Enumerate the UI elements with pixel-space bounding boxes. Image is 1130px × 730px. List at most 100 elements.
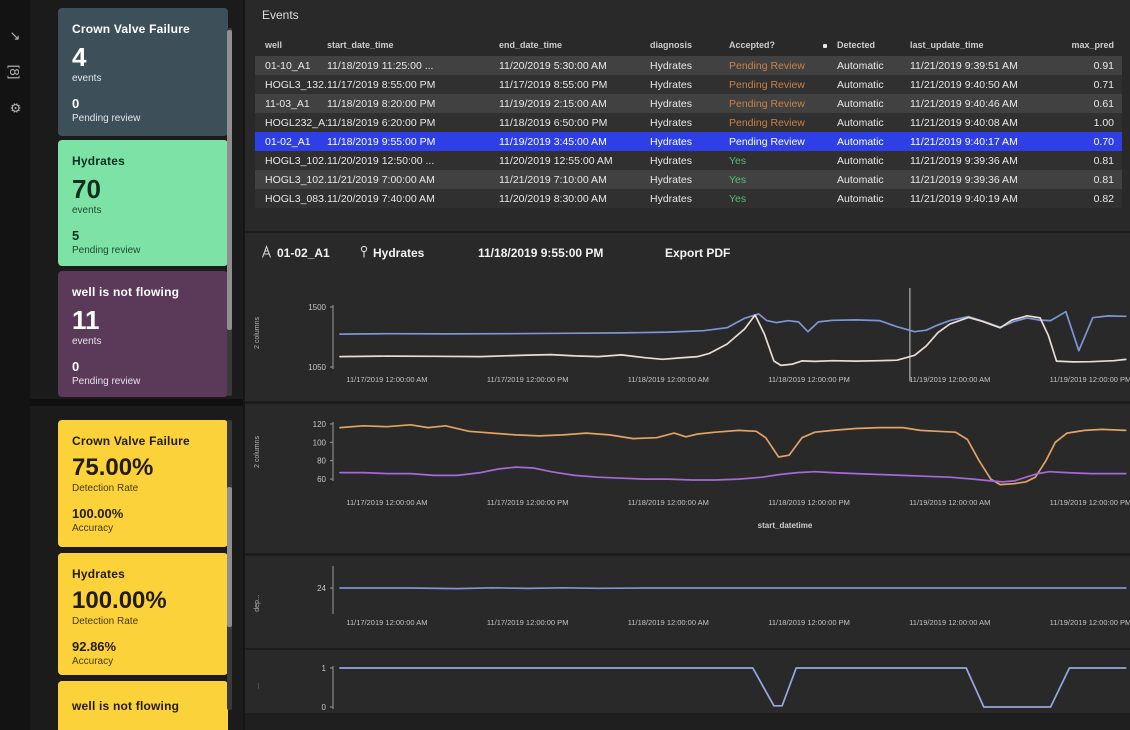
card-title: Hydrates xyxy=(72,567,216,581)
x-tick-label: 11/19/2019 12:00:00 PM xyxy=(1050,375,1130,384)
y-tick-label: 100 xyxy=(313,438,327,447)
chart-pressure-lines[interactable]: 1500105011/17/2019 12:00:00 AM11/17/2019… xyxy=(245,285,1130,398)
cell-accepted: Pending Review xyxy=(729,98,837,110)
cell-last-update: 11/21/2019 9:40:17 AM xyxy=(910,136,1062,148)
summary-card-not-flowing[interactable]: well is not flowing 11 events 0 Pending … xyxy=(58,271,228,397)
col-header-end-date-time[interactable]: end_date_time xyxy=(499,40,650,50)
card-detection-label: Detection Rate xyxy=(72,483,216,494)
y-tick-label: 0 xyxy=(322,703,327,712)
col-header-max-pred[interactable]: max_pred xyxy=(1062,40,1122,50)
summary-card-crown-valve[interactable]: Crown Valve Failure 4 events 0 Pending r… xyxy=(58,8,228,136)
card-detection-rate: 75.00% xyxy=(72,456,216,480)
card-title: well is not flowing xyxy=(72,285,216,299)
card-pending-label: Pending review xyxy=(72,245,216,256)
cell-start: 11/20/2019 7:40:00 AM xyxy=(327,193,499,205)
cell-well: HOGL232_A1 xyxy=(265,117,327,129)
metric-card-not-flowing[interactable]: well is not flowing xyxy=(58,681,228,730)
x-tick-label: 11/19/2019 12:00:00 AM xyxy=(909,618,990,627)
card-pending-count: 0 xyxy=(72,96,216,111)
bottom-scroll-strip[interactable] xyxy=(245,715,1130,730)
table-row[interactable]: HOGL3_102...11/21/2019 7:00:00 AM11/21/2… xyxy=(255,170,1122,189)
table-row[interactable]: HOGL3_083...11/20/2019 7:40:00 AM11/20/2… xyxy=(255,189,1122,208)
card-title: Crown Valve Failure xyxy=(72,22,216,36)
table-row[interactable]: 01-02_A111/18/2019 9:55:00 PM11/19/2019 … xyxy=(255,132,1122,151)
x-tick-label: 11/19/2019 12:00:00 PM xyxy=(1050,498,1130,507)
cell-diagnosis: Hydrates xyxy=(650,193,729,205)
card-accuracy-label: Accuracy xyxy=(72,656,216,667)
cell-last-update: 11/21/2019 9:39:36 AM xyxy=(910,155,1062,167)
left-icon-rail: ↗ [8] ⚙ xyxy=(0,0,30,730)
cell-end: 11/19/2019 3:45:00 AM xyxy=(499,136,650,148)
panel-group-icon[interactable]: [8] xyxy=(3,60,27,84)
export-pdf-link[interactable]: Export PDF xyxy=(665,246,730,260)
chart-temperature-lines[interactable]: 120100806011/17/2019 12:00:00 AM11/17/20… xyxy=(245,405,1130,551)
table-row[interactable]: 11-03_A111/18/2019 8:20:00 PM11/19/2019 … xyxy=(255,94,1122,113)
cell-max-pred: 0.70 xyxy=(1062,136,1122,148)
col-header-diagnosis[interactable]: diagnosis xyxy=(650,40,729,50)
cell-end: 11/19/2019 2:15:00 AM xyxy=(499,98,650,110)
detail-diagnosis: Hydrates xyxy=(373,246,424,260)
col-header-accepted[interactable]: Accepted? xyxy=(729,40,837,50)
section-divider xyxy=(245,553,1130,556)
location-pin-icon xyxy=(358,245,370,259)
table-row[interactable]: HOGL232_A111/18/2019 6:20:00 PM11/18/201… xyxy=(255,113,1122,132)
col-header-detected[interactable]: Detected xyxy=(837,40,910,50)
y-axis-title: 2 columns xyxy=(254,317,261,349)
cell-last-update: 11/21/2019 9:40:46 AM xyxy=(910,98,1062,110)
card-pending-count: 0 xyxy=(72,359,216,374)
section-divider xyxy=(245,231,1130,233)
chart-flat-line[interactable]: 2411/17/2019 12:00:00 AM11/17/2019 12:00… xyxy=(245,558,1130,647)
cell-start: 11/21/2019 7:00:00 AM xyxy=(327,174,499,186)
table-row[interactable]: HOGL3_102...11/20/2019 12:50:00 ...11/20… xyxy=(255,151,1122,170)
x-tick-label: 11/17/2019 12:00:00 PM xyxy=(487,498,569,507)
cell-detected: Automatic xyxy=(837,60,910,72)
table-row[interactable]: HOGL3_132...11/17/2019 8:55:00 PM11/17/2… xyxy=(255,75,1122,94)
y-axis-title: dep... xyxy=(254,594,261,612)
event-detail-bar: 01-02_A1 Hydrates 11/18/2019 9:55:00 PM … xyxy=(245,238,1130,270)
cell-max-pred: 0.81 xyxy=(1062,155,1122,167)
cell-accepted: Pending Review xyxy=(729,60,837,72)
cell-detected: Automatic xyxy=(837,193,910,205)
scrollbar-thumb-bottom[interactable] xyxy=(227,487,232,627)
table-row[interactable]: 01-10_A111/18/2019 11:25:00 ...11/20/201… xyxy=(255,56,1122,75)
cell-max-pred: 0.71 xyxy=(1062,79,1122,91)
x-tick-label: 11/17/2019 12:00:00 AM xyxy=(346,498,427,507)
col-header-last-update-time[interactable]: last_update_time xyxy=(910,40,1062,50)
card-event-label: events xyxy=(72,336,216,347)
cell-detected: Automatic xyxy=(837,136,910,148)
series-pressure-blue xyxy=(340,312,1126,351)
cell-well: HOGL3_102... xyxy=(265,174,327,186)
x-tick-label: 11/19/2019 12:00:00 AM xyxy=(909,375,990,384)
series-temp-purple xyxy=(340,467,1126,482)
card-detection-label: Detection Rate xyxy=(72,616,216,627)
scrollbar-thumb-top[interactable] xyxy=(227,30,232,330)
panel-divider xyxy=(30,399,243,406)
col-header-start-date-time[interactable]: start_date_time xyxy=(327,40,499,50)
y-tick-label: 1 xyxy=(322,664,327,673)
summary-card-hydrates[interactable]: Hydrates 70 events 5 Pending review xyxy=(58,140,228,266)
cell-well: 11-03_A1 xyxy=(265,98,327,110)
cell-diagnosis: Hydrates xyxy=(650,155,729,167)
cell-last-update: 11/21/2019 9:40:50 AM xyxy=(910,79,1062,91)
series-status-square-wave xyxy=(340,668,1126,707)
cell-end: 11/21/2019 7:10:00 AM xyxy=(499,174,650,186)
summary-panel: Crown Valve Failure 4 events 0 Pending r… xyxy=(30,0,243,730)
section-divider xyxy=(245,401,1130,404)
share-icon[interactable]: ↗ xyxy=(3,24,27,48)
card-event-label: events xyxy=(72,205,216,216)
metric-card-crown-valve[interactable]: Crown Valve Failure 75.00% Detection Rat… xyxy=(58,420,228,547)
cell-end: 11/20/2019 12:55:00 AM xyxy=(499,155,650,167)
card-detection-rate: 100.00% xyxy=(72,589,216,613)
card-title: Crown Valve Failure xyxy=(72,434,216,448)
card-event-count: 70 xyxy=(72,176,216,202)
card-pending-count: 5 xyxy=(72,228,216,243)
x-tick-label: 11/18/2019 12:00:00 AM xyxy=(628,375,709,384)
metric-card-hydrates[interactable]: Hydrates 100.00% Detection Rate 92.86% A… xyxy=(58,553,228,675)
cell-last-update: 11/21/2019 9:39:51 AM xyxy=(910,60,1062,72)
cell-diagnosis: Hydrates xyxy=(650,79,729,91)
series-flat-blue xyxy=(340,588,1126,589)
col-header-well[interactable]: well xyxy=(265,40,327,50)
settings-gear-icon[interactable]: ⚙ xyxy=(3,96,27,120)
x-tick-label: 11/17/2019 12:00:00 PM xyxy=(487,618,569,627)
y-tick-label: 1050 xyxy=(308,363,326,372)
